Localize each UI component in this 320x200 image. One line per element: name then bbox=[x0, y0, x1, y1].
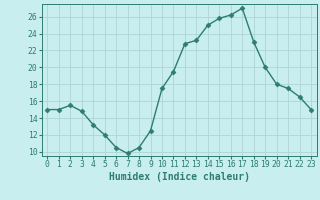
X-axis label: Humidex (Indice chaleur): Humidex (Indice chaleur) bbox=[109, 172, 250, 182]
